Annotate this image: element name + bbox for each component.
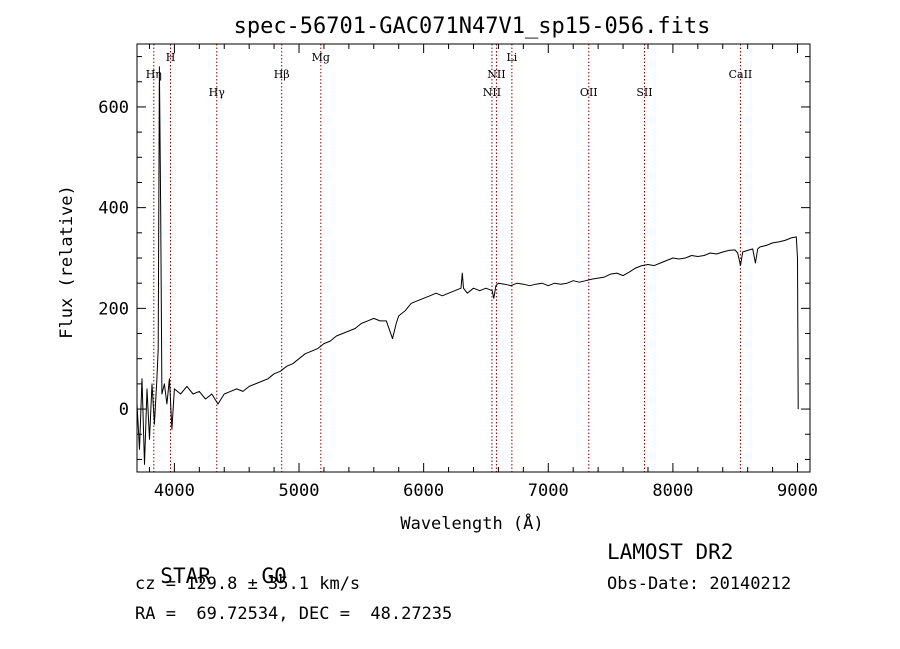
x-tick-label: 8000 <box>652 481 693 501</box>
spectral-line-label: SII <box>636 86 652 99</box>
chart-title: spec-56701-GAC071N47V1_sp15-056.fits <box>234 14 711 39</box>
y-axis: 0 200 400 600 <box>98 56 810 460</box>
y-tick-label: 0 <box>119 400 129 420</box>
observation-date: Obs-Date: 20140212 <box>607 574 792 594</box>
x-tick-label: 9000 <box>777 481 818 501</box>
x-tick-label: 7000 <box>528 481 569 501</box>
y-tick-label: 200 <box>98 299 129 319</box>
spectrum-line <box>136 66 799 465</box>
x-axis: 4000 5000 6000 7000 8000 9000 <box>148 44 818 501</box>
spectrum-series <box>136 66 799 465</box>
y-tick-label: 600 <box>98 98 129 118</box>
y-axis-label: Flux (relative) <box>57 185 77 339</box>
x-tick-label: 6000 <box>403 481 444 501</box>
spectral-line-label: Hγ <box>209 86 226 99</box>
object-subclass: G0 <box>261 564 287 588</box>
redshift-readout: cz = 129.8 ± 35.1 km/s <box>135 574 361 594</box>
spectral-line-label: Mg <box>312 51 330 64</box>
x-tick-label: 5000 <box>279 481 320 501</box>
coordinates-readout: RA = 69.72534, DEC = 48.27235 <box>135 604 453 624</box>
spectral-line-label: CaII <box>729 68 753 81</box>
x-axis-label: Wavelength (Å) <box>400 512 543 534</box>
survey-name: LAMOST DR2 <box>607 540 734 564</box>
spectral-line-label: Li <box>506 51 517 64</box>
y-tick-label: 400 <box>98 199 129 219</box>
spectral-line-label: Hη <box>146 68 162 81</box>
spectral-line-label: H <box>166 51 176 64</box>
plot-frame <box>136 43 811 473</box>
spectral-line-label: NII <box>483 86 501 99</box>
spectral-line-label: NII <box>487 68 505 81</box>
spectral-line-label: Hβ <box>274 68 290 81</box>
object-class: STAR <box>160 564 211 588</box>
spectral-line-label: OII <box>580 86 598 99</box>
x-tick-label: 4000 <box>154 481 195 501</box>
